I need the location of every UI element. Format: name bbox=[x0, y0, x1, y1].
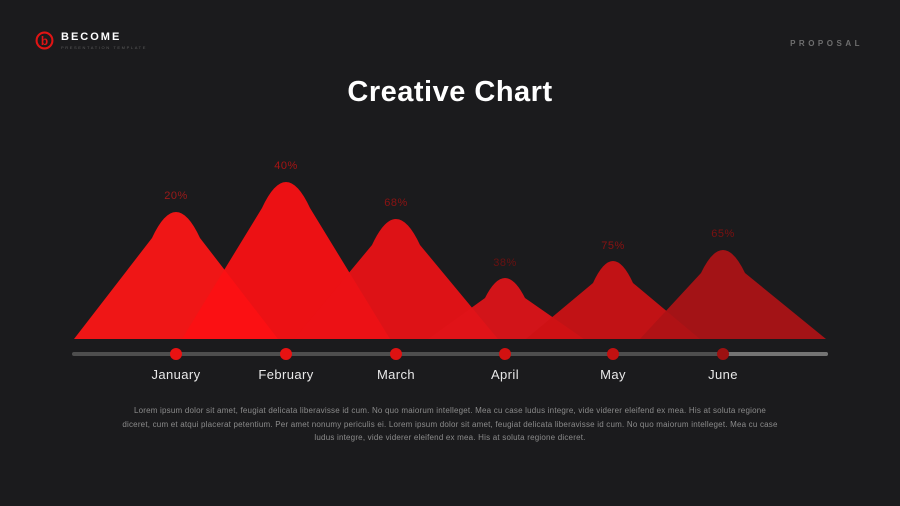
svg-text:b: b bbox=[41, 34, 48, 48]
mountain-march bbox=[294, 219, 498, 339]
brand-tagline: PRESENTATION TEMPLATE bbox=[61, 44, 147, 50]
slider-dot-april[interactable] bbox=[499, 348, 511, 360]
month-label-june: June bbox=[708, 367, 738, 382]
slider-dot-february[interactable] bbox=[280, 348, 292, 360]
month-label-may: May bbox=[600, 367, 626, 382]
slider-dot-january[interactable] bbox=[170, 348, 182, 360]
slider-dot-march[interactable] bbox=[390, 348, 402, 360]
month-label-march: March bbox=[376, 367, 416, 382]
brand-name: BECOME bbox=[61, 30, 122, 43]
percent-label-march: 68% bbox=[384, 197, 408, 209]
percent-label-january: 20% bbox=[164, 190, 188, 202]
brand-b-icon: b bbox=[35, 31, 54, 50]
mountain-june bbox=[640, 250, 826, 339]
logo: b BECOME PRESENTATION TEMPLATE bbox=[35, 31, 147, 50]
slider-dot-may[interactable] bbox=[607, 348, 619, 360]
slider-dot-june[interactable] bbox=[717, 348, 729, 360]
month-label-january: January bbox=[151, 367, 201, 382]
proposal-label: PROPOSAL bbox=[790, 39, 863, 48]
slider-track[interactable] bbox=[72, 352, 828, 356]
percent-label-june: 65% bbox=[711, 228, 735, 240]
slider-track-end-segment[interactable] bbox=[723, 352, 828, 356]
description-paragraph: Lorem ipsum dolor sit amet, feugiat deli… bbox=[122, 406, 778, 442]
percent-label-april: 38% bbox=[493, 257, 517, 269]
percent-label-february: 40% bbox=[274, 160, 298, 172]
page-title: Creative Chart bbox=[347, 76, 553, 108]
mountain-may bbox=[526, 261, 700, 339]
month-label-february: February bbox=[258, 367, 314, 382]
percent-label-may: 75% bbox=[601, 240, 625, 252]
month-label-april: April bbox=[490, 367, 519, 382]
